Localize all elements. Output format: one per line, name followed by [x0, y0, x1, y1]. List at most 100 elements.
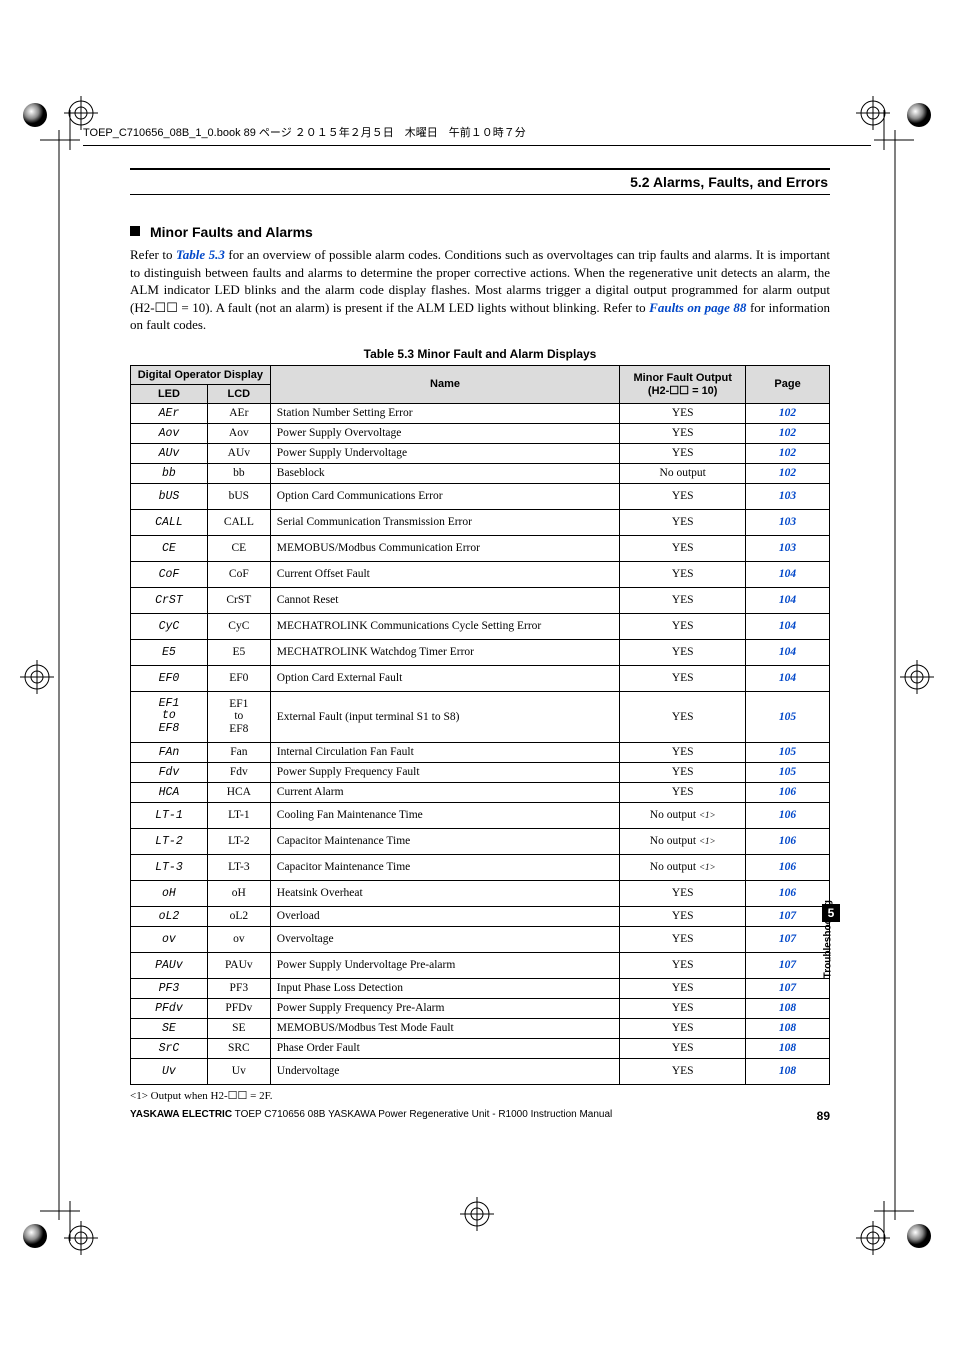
page-link[interactable]: 104 — [779, 594, 796, 606]
table-row: oHoHHeatsink OverheatYES106 — [131, 880, 830, 906]
cell-lcd: oL2 — [207, 906, 270, 926]
cell-page: 107 — [746, 906, 830, 926]
table-row: oL2oL2OverloadYES107 — [131, 906, 830, 926]
intro-a: Refer to — [130, 247, 176, 262]
footer-left: YASKAWA ELECTRIC TOEP C710656 08B YASKAW… — [130, 1109, 612, 1123]
table-row: CALLCALLSerial Communication Transmissio… — [131, 509, 830, 535]
cell-led: HCA — [131, 782, 208, 802]
cell-page: 106 — [746, 880, 830, 906]
cell-output: YES — [620, 509, 746, 535]
cell-led: oH — [131, 880, 208, 906]
cell-name: Overvoltage — [270, 926, 620, 952]
table-row: E5E5MECHATROLINK Watchdog Timer ErrorYES… — [131, 639, 830, 665]
page-link[interactable]: 102 — [779, 467, 796, 479]
cell-led: Fdv — [131, 762, 208, 782]
inner-margin-right — [894, 130, 896, 1220]
footer-page-num: 89 — [817, 1109, 830, 1123]
page-link[interactable]: 108 — [779, 1002, 796, 1014]
cell-led: EF0 — [131, 665, 208, 691]
cell-page: 106 — [746, 854, 830, 880]
page-link[interactable]: 103 — [779, 542, 796, 554]
th-page: Page — [746, 365, 830, 403]
fault-table: Digital Operator Display Name Minor Faul… — [130, 365, 830, 1085]
crosshair-mid-right — [900, 660, 934, 694]
page-link[interactable]: 107 — [779, 959, 796, 971]
cell-output: YES — [620, 587, 746, 613]
table-row: SrCSRCPhase Order FaultYES108 — [131, 1038, 830, 1058]
page-link[interactable]: 106 — [779, 887, 796, 899]
cell-lcd: bUS — [207, 483, 270, 509]
cell-lcd: PAUv — [207, 952, 270, 978]
cell-output: YES — [620, 561, 746, 587]
page-link[interactable]: 102 — [779, 427, 796, 439]
page-content: 5.2 Alarms, Faults, and Errors Minor Fau… — [130, 168, 830, 1102]
link-table-5-3[interactable]: Table 5.3 — [176, 247, 225, 262]
page-link[interactable]: 108 — [779, 1022, 796, 1034]
link-faults-page-88[interactable]: Faults on page 88 — [649, 300, 746, 315]
page-link[interactable]: 106 — [779, 835, 796, 847]
cell-output: YES — [620, 1038, 746, 1058]
cell-led: CE — [131, 535, 208, 561]
crosshair-bottom-right — [856, 1221, 890, 1255]
cell-led: PF3 — [131, 978, 208, 998]
cell-output: YES — [620, 691, 746, 742]
page-link[interactable]: 108 — [779, 1065, 796, 1077]
page-link[interactable]: 102 — [779, 447, 796, 459]
table-row: bUSbUSOption Card Communications ErrorYE… — [131, 483, 830, 509]
cell-lcd: Fdv — [207, 762, 270, 782]
page-link[interactable]: 104 — [779, 620, 796, 632]
page-link[interactable]: 105 — [779, 766, 796, 778]
cell-led: FAn — [131, 742, 208, 762]
table-row: AovAovPower Supply OvervoltageYES102 — [131, 423, 830, 443]
subsection-title-text: Minor Faults and Alarms — [150, 224, 313, 240]
page-link[interactable]: 105 — [779, 746, 796, 758]
cell-led: PFdv — [131, 998, 208, 1018]
page-link[interactable]: 108 — [779, 1042, 796, 1054]
cell-page: 106 — [746, 802, 830, 828]
cell-output: YES — [620, 978, 746, 998]
table-row: LT-2LT-2Capacitor Maintenance TimeNo out… — [131, 828, 830, 854]
cell-led: EF1toEF8 — [131, 691, 208, 742]
table-row: UvUvUndervoltageYES108 — [131, 1058, 830, 1084]
page-link[interactable]: 107 — [779, 933, 796, 945]
crosshair-mid-left — [20, 660, 54, 694]
cell-name: Input Phase Loss Detection — [270, 978, 620, 998]
footer-doc: TOEP C710656 08B YASKAWA Power Regenerat… — [232, 1109, 612, 1120]
cell-page: 105 — [746, 762, 830, 782]
fault-table-head: Digital Operator Display Name Minor Faul… — [131, 365, 830, 403]
table-row: ovovOvervoltageYES107 — [131, 926, 830, 952]
page-link[interactable]: 107 — [779, 982, 796, 994]
page-link[interactable]: 106 — [779, 861, 796, 873]
cell-output: YES — [620, 483, 746, 509]
table-row: PFdvPFDvPower Supply Frequency Pre-Alarm… — [131, 998, 830, 1018]
cell-name: Serial Communication Transmission Error — [270, 509, 620, 535]
th-out: Minor Fault Output (H2-☐☐ = 10) — [620, 365, 746, 403]
cell-page: 106 — [746, 782, 830, 802]
page-link[interactable]: 104 — [779, 672, 796, 684]
ball-top-right — [904, 100, 934, 130]
page-link[interactable]: 105 — [779, 711, 796, 723]
cell-page: 108 — [746, 998, 830, 1018]
cell-name: Option Card External Fault — [270, 665, 620, 691]
cell-page: 108 — [746, 1038, 830, 1058]
page-link[interactable]: 102 — [779, 407, 796, 419]
cell-output: YES — [620, 1018, 746, 1038]
cell-name: Current Offset Fault — [270, 561, 620, 587]
cell-output: YES — [620, 423, 746, 443]
cell-lcd: PF3 — [207, 978, 270, 998]
page-link[interactable]: 103 — [779, 490, 796, 502]
cell-led: Uv — [131, 1058, 208, 1084]
page-link[interactable]: 106 — [779, 809, 796, 821]
cell-output: No output <1> — [620, 828, 746, 854]
cell-page: 105 — [746, 742, 830, 762]
cell-page: 103 — [746, 509, 830, 535]
cell-led: bUS — [131, 483, 208, 509]
page-link[interactable]: 106 — [779, 786, 796, 798]
cell-lcd: AEr — [207, 403, 270, 423]
cell-led: Aov — [131, 423, 208, 443]
page-link[interactable]: 104 — [779, 568, 796, 580]
page-link[interactable]: 107 — [779, 910, 796, 922]
cell-name: Phase Order Fault — [270, 1038, 620, 1058]
page-link[interactable]: 103 — [779, 516, 796, 528]
page-link[interactable]: 104 — [779, 646, 796, 658]
